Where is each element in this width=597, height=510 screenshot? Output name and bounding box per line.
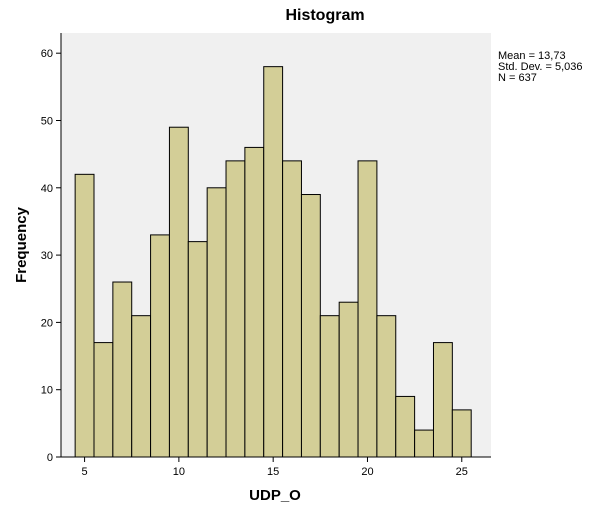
stats-mean: Mean = 13,73 xyxy=(498,50,566,62)
y-tick-label-0: 0 xyxy=(47,452,53,464)
histogram-bar-22 xyxy=(395,395,416,458)
x-tick-label-20: 20 xyxy=(361,466,373,478)
histogram-bar-11 xyxy=(187,241,208,458)
histogram-bar-10 xyxy=(168,126,189,458)
histogram-bar-9 xyxy=(150,234,170,458)
chart-title: Histogram xyxy=(285,7,364,24)
histogram-bar-19 xyxy=(338,301,359,458)
histogram-bar-8 xyxy=(131,315,152,458)
histogram-bar-16 xyxy=(282,160,302,458)
histogram-bar-18 xyxy=(319,315,340,458)
y-tick-label-30: 30 xyxy=(41,250,53,262)
histogram-bar-20 xyxy=(357,160,378,458)
y-tick-label-60: 60 xyxy=(41,48,53,60)
histogram-bar-12 xyxy=(206,187,227,458)
histogram-bar-17 xyxy=(300,194,321,458)
x-tick-label-5: 5 xyxy=(82,466,88,478)
stats-n: N = 637 xyxy=(498,72,537,84)
histogram-bar-13 xyxy=(225,160,246,458)
histogram-bar-6 xyxy=(93,342,114,458)
x-tick-label-10: 10 xyxy=(173,466,185,478)
y-tick-label-40: 40 xyxy=(41,183,53,195)
y-tick-label-20: 20 xyxy=(41,317,53,329)
y-ticks-group: 0 10 20 30 40 50 60 xyxy=(41,48,61,464)
histogram-bar-23 xyxy=(414,429,434,458)
bars-group xyxy=(74,66,472,458)
histogram-bar-14 xyxy=(244,146,265,458)
histogram-bar-24 xyxy=(432,342,453,458)
histogram-bar-5 xyxy=(74,173,95,458)
histogram-bar-21 xyxy=(376,315,397,458)
x-ticks-group: 5 10 15 20 25 xyxy=(82,457,468,478)
histogram-bar-7 xyxy=(112,281,133,458)
x-tick-label-15: 15 xyxy=(267,466,279,478)
x-axis-label: UDP_O xyxy=(249,487,301,504)
stats-std-dev: Std. Dev. = 5,036 xyxy=(498,61,583,73)
y-axis-label: Frequency xyxy=(13,206,30,283)
histogram-bar-15 xyxy=(263,66,284,458)
histogram-bar-25 xyxy=(451,409,472,458)
y-tick-label-50: 50 xyxy=(41,115,53,127)
x-tick-label-25: 25 xyxy=(456,466,468,478)
y-tick-label-10: 10 xyxy=(41,385,53,397)
